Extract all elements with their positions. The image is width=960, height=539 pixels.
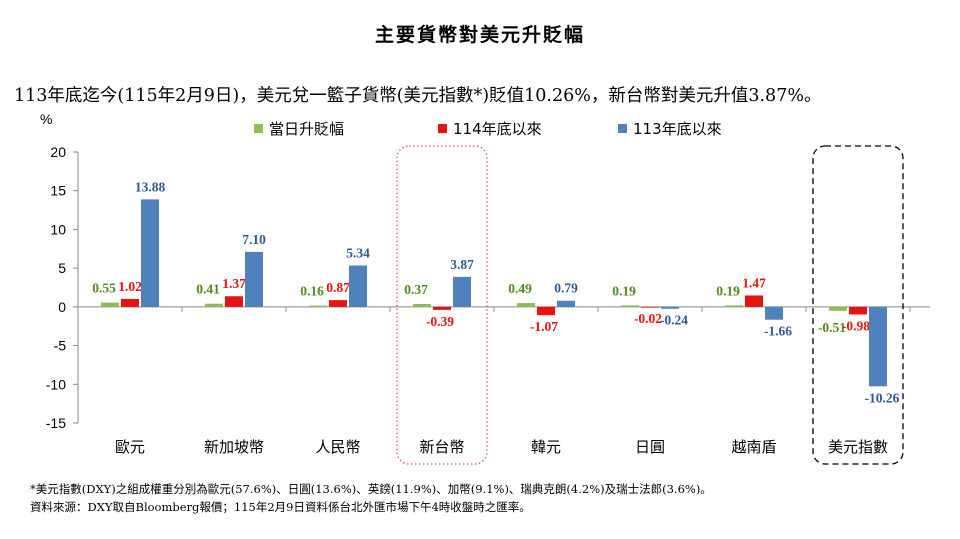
category-label-2: 人民幣	[315, 438, 360, 456]
bar-s1-7	[849, 306, 867, 315]
bar-s0-6	[725, 305, 743, 307]
bar-s0-0	[101, 302, 119, 307]
bar-s0-5	[621, 305, 639, 307]
data-label-s1-1: 1.37	[222, 276, 246, 291]
y-tick-label: 15	[50, 183, 66, 199]
bar-s0-3	[413, 303, 431, 307]
bar-s1-5	[641, 306, 659, 308]
bar-s2-6	[765, 306, 783, 320]
legend-label-0: 當日升貶幅	[269, 120, 344, 138]
data-label-s2-3: 3.87	[450, 257, 474, 272]
bar-s0-4	[517, 303, 535, 307]
data-label-s0-1: 0.41	[196, 282, 220, 297]
bar-s2-4	[557, 300, 575, 307]
legend-label-2: 113年底以來	[633, 120, 722, 138]
category-label-0: 歐元	[115, 438, 145, 456]
data-label-s2-5: -0.24	[660, 313, 688, 328]
data-label-s1-3: -0.39	[426, 314, 454, 329]
data-label-s2-0: 13.88	[135, 179, 166, 194]
legend-swatch-2	[618, 124, 627, 133]
y-tick-label: 0	[58, 299, 66, 315]
y-axis-unit: %	[40, 111, 52, 127]
data-label-s2-2: 5.34	[346, 246, 370, 261]
bar-s1-0	[121, 298, 139, 307]
data-label-s0-6: 0.19	[716, 283, 740, 298]
bar-s2-5	[661, 306, 679, 309]
category-label-6: 越南盾	[731, 438, 776, 456]
y-tick-label: 10	[50, 221, 66, 237]
bar-s0-2	[309, 305, 327, 307]
data-label-s0-5: 0.19	[612, 283, 636, 298]
data-label-s2-4: 0.79	[554, 281, 578, 296]
bar-s1-1	[225, 296, 243, 307]
bar-s1-4	[537, 306, 555, 316]
chart-subtitle: 113年底迄今(115年2月9日)，美元兌一籃子貨幣(美元指數*)貶值10.26…	[14, 86, 822, 106]
chart-title: 主要貨幣對美元升貶幅	[374, 24, 585, 46]
data-label-s1-4: -1.07	[530, 319, 558, 334]
y-tick-label: 20	[50, 144, 66, 160]
data-label-s1-5: -0.02	[634, 311, 662, 326]
footnote-source: 資料來源：DXY取自Bloomberg報價；115年2月9日資料係台北外匯市場下…	[30, 500, 531, 514]
y-tick-label: 5	[58, 260, 66, 276]
bar-s2-1	[245, 251, 263, 307]
bar-s2-0	[141, 199, 159, 307]
category-label-5: 日圓	[635, 438, 665, 456]
data-label-s0-2: 0.16	[300, 284, 324, 299]
bar-s2-3	[453, 276, 471, 307]
y-tick-label: -5	[54, 338, 67, 354]
bar-s2-2	[349, 265, 367, 307]
category-label-4: 韓元	[531, 438, 561, 456]
footnote-weights: *美元指數(DXY)之組成權重分別為歐元(57.6%)、日圓(13.6%)、英鎊…	[30, 482, 712, 496]
highlight-box-twd	[396, 145, 488, 465]
data-label-s0-3: 0.37	[404, 282, 428, 297]
bar-s1-6	[745, 295, 763, 307]
data-label-s2-1: 7.10	[242, 232, 266, 247]
data-label-s2-7: -10.26	[865, 390, 900, 405]
bar-s1-2	[329, 300, 347, 307]
data-label-s1-6: 1.47	[742, 275, 766, 290]
y-tick-label: -10	[46, 376, 66, 392]
bar-s2-7	[869, 306, 887, 387]
legend-swatch-1	[438, 124, 447, 133]
data-label-s1-2: 0.87	[326, 280, 350, 295]
y-tick-label: -15	[46, 415, 66, 431]
legend-label-1: 114年底以來	[453, 120, 542, 138]
data-label-s2-6: -1.66	[764, 324, 792, 339]
category-label-3: 新台幣	[419, 438, 464, 456]
data-label-s0-4: 0.49	[508, 281, 532, 296]
category-label-7: 美元指數	[828, 438, 888, 456]
bar-s1-3	[433, 306, 451, 310]
data-label-s1-0: 1.02	[118, 279, 142, 294]
footnotes: *美元指數(DXY)之組成權重分別為歐元(57.6%)、日圓(13.6%)、英鎊…	[30, 480, 712, 516]
data-label-s0-0: 0.55	[92, 281, 116, 296]
bar-s0-7	[829, 306, 847, 311]
data-label-s1-7: -0.98	[842, 318, 870, 333]
legend-swatch-0	[254, 124, 263, 133]
data-label-s0-7: -0.51	[818, 320, 846, 335]
category-label-1: 新加坡幣	[204, 438, 264, 456]
bar-s0-1	[205, 303, 223, 307]
highlight-box-dxy	[812, 145, 904, 465]
